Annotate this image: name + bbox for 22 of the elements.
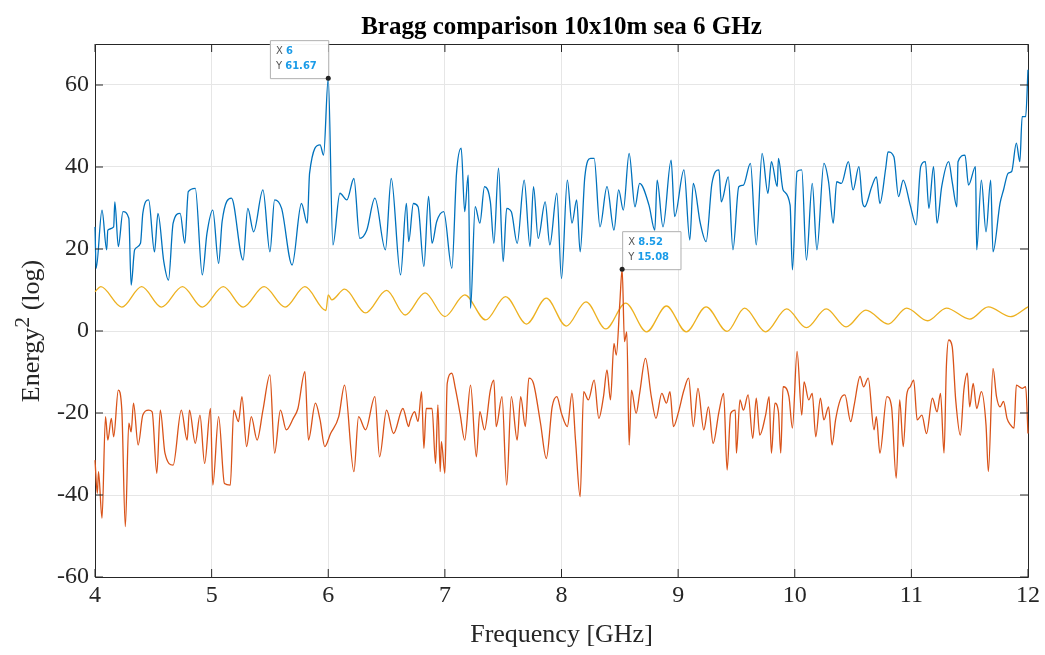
y-tick-label: -40 [57, 480, 89, 507]
x-tick-label: 12 [1016, 580, 1040, 607]
y-tick-label: 0 [77, 316, 89, 343]
x-tick-label: 8 [555, 580, 568, 607]
line-series [94, 69, 1029, 310]
x-axis-title: Frequency [GHz] [470, 619, 653, 649]
annotation: X 6 Y 61.67 [274, 44, 317, 71]
line-series [94, 286, 1029, 333]
x-tick-label: 4 [89, 580, 101, 607]
y-tick-label: -60 [57, 562, 89, 589]
chart-title: Bragg comparison 10x10m sea 6 GHz [361, 11, 762, 39]
x-tick-label: 10 [782, 580, 807, 607]
y-tick-label: 60 [65, 70, 89, 97]
x-tick-label: 7 [438, 580, 451, 607]
x-tick-label: 9 [672, 580, 685, 607]
x-tick-label: 6 [322, 580, 335, 607]
x-tick-label: 11 [899, 580, 923, 607]
annotation: X 8.52 Y 15.08 [627, 235, 670, 262]
y-tick-label: 20 [65, 234, 89, 261]
x-tick-label: 5 [205, 580, 218, 607]
y-tick-label: -20 [57, 398, 89, 425]
y-tick-label: 40 [65, 152, 89, 179]
